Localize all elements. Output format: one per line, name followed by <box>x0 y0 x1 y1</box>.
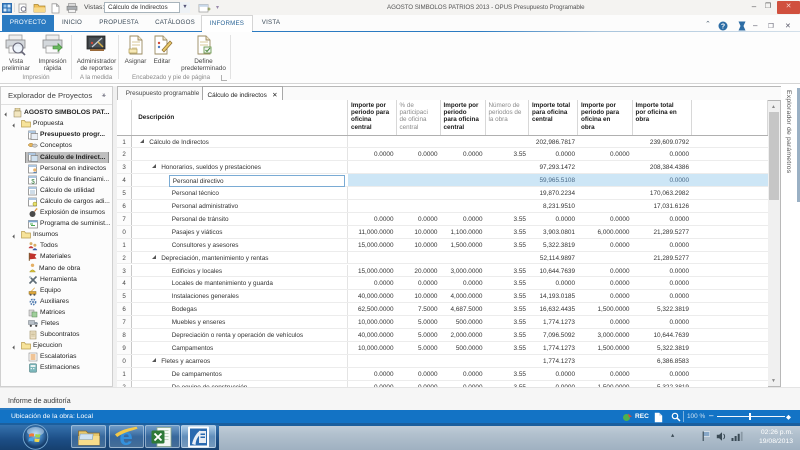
svg-text:$: $ <box>31 179 35 185</box>
svg-text:?: ? <box>721 24 725 31</box>
